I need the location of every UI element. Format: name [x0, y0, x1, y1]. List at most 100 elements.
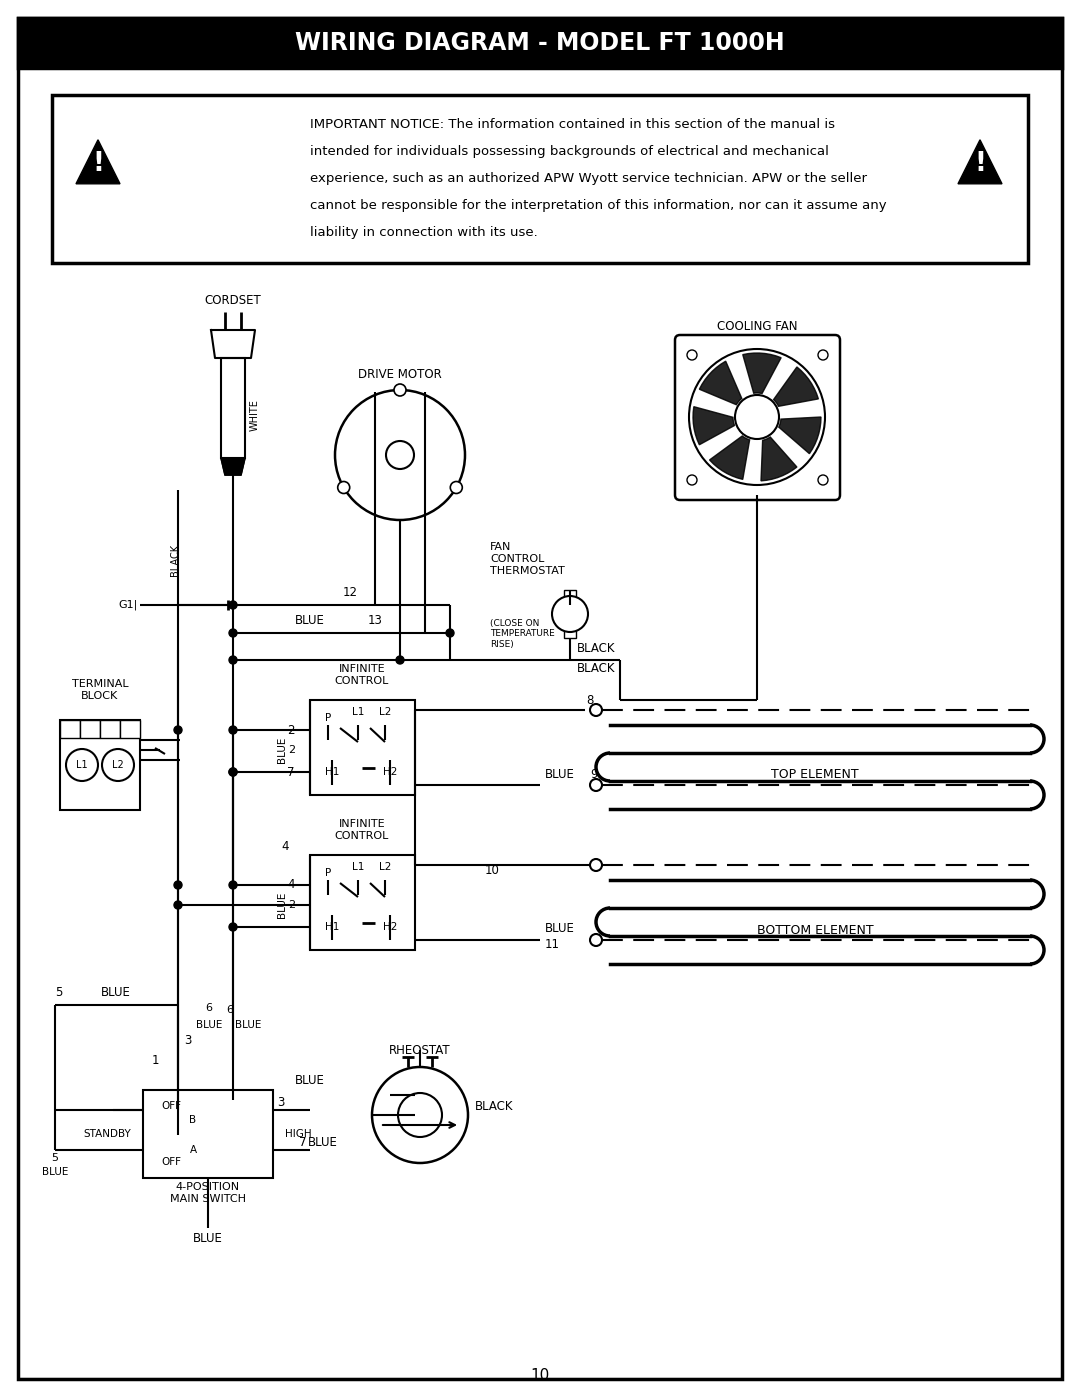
Text: liability in connection with its use.: liability in connection with its use.: [310, 226, 538, 239]
Text: G1|: G1|: [118, 599, 137, 610]
Text: 7: 7: [299, 1136, 307, 1148]
Bar: [310, 855, 415, 950]
Text: L2: L2: [112, 760, 124, 770]
Circle shape: [818, 351, 828, 360]
Circle shape: [399, 1092, 442, 1137]
Polygon shape: [76, 140, 120, 184]
Text: 3: 3: [278, 1095, 285, 1108]
Circle shape: [102, 749, 134, 781]
Text: 4-POSITION
MAIN SWITCH: 4-POSITION MAIN SWITCH: [170, 1182, 246, 1204]
Bar: [60, 719, 80, 738]
Text: H1: H1: [325, 767, 339, 777]
Text: OFF: OFF: [161, 1157, 181, 1166]
Text: RHEOSTAT: RHEOSTAT: [389, 1044, 450, 1056]
Bar: [52, 95, 1028, 263]
Circle shape: [372, 1067, 468, 1162]
Text: COOLING FAN: COOLING FAN: [717, 320, 797, 332]
Text: !: !: [92, 151, 104, 177]
Circle shape: [229, 768, 237, 775]
Text: IMPORTANT NOTICE: The information contained in this section of the manual is: IMPORTANT NOTICE: The information contai…: [310, 117, 835, 131]
Text: P: P: [325, 868, 332, 877]
Text: L1: L1: [352, 862, 364, 872]
Bar: [143, 1090, 273, 1178]
Bar: [18, 18, 1062, 68]
Circle shape: [386, 441, 414, 469]
Text: BOTTOM ELEMENT: BOTTOM ELEMENT: [757, 923, 874, 936]
Polygon shape: [693, 407, 734, 444]
Circle shape: [687, 475, 697, 485]
Text: !: !: [974, 151, 986, 177]
Polygon shape: [700, 362, 742, 405]
Text: CORDSET: CORDSET: [204, 293, 261, 306]
Text: 12: 12: [342, 585, 357, 598]
Text: experience, such as an authorized APW Wyott service technician. APW or the selle: experience, such as an authorized APW Wy…: [310, 172, 867, 184]
Circle shape: [552, 597, 588, 631]
Text: BLUE: BLUE: [545, 922, 575, 935]
Circle shape: [396, 657, 404, 664]
Circle shape: [174, 726, 183, 733]
Polygon shape: [761, 437, 797, 481]
Text: 3: 3: [185, 1034, 191, 1046]
Text: TERMINAL
BLOCK: TERMINAL BLOCK: [71, 679, 129, 701]
Circle shape: [335, 390, 465, 520]
Text: H1: H1: [325, 922, 339, 932]
Circle shape: [229, 657, 237, 664]
Text: 7: 7: [287, 766, 295, 778]
Circle shape: [590, 704, 602, 717]
Polygon shape: [958, 140, 1002, 184]
Circle shape: [66, 749, 98, 781]
Text: 10: 10: [530, 1368, 550, 1383]
Text: 6: 6: [205, 1003, 213, 1013]
Text: (CLOSE ON
TEMPERATURE
RISE): (CLOSE ON TEMPERATURE RISE): [490, 619, 555, 648]
Text: 10: 10: [485, 863, 500, 876]
Circle shape: [174, 901, 183, 909]
FancyBboxPatch shape: [675, 335, 840, 500]
Text: H2: H2: [382, 767, 397, 777]
Circle shape: [689, 349, 825, 485]
Text: OFF: OFF: [161, 1101, 181, 1111]
Text: L2: L2: [379, 862, 391, 872]
Text: 5: 5: [52, 1153, 58, 1162]
Polygon shape: [221, 458, 245, 475]
Text: 1: 1: [151, 1053, 159, 1066]
Circle shape: [229, 726, 237, 733]
Circle shape: [590, 780, 602, 791]
Text: STANDBY: STANDBY: [83, 1129, 131, 1139]
Text: BLUE: BLUE: [234, 1020, 261, 1030]
Bar: [310, 700, 415, 795]
Circle shape: [229, 629, 237, 637]
Text: L2: L2: [379, 707, 391, 717]
Text: HIGH: HIGH: [285, 1129, 312, 1139]
Bar: [564, 626, 576, 638]
Text: BLACK: BLACK: [577, 662, 615, 675]
Text: BLUE: BLUE: [193, 1232, 222, 1245]
Circle shape: [446, 629, 454, 637]
Text: INFINITE
CONTROL: INFINITE CONTROL: [335, 664, 389, 686]
Text: FAN
CONTROL
THERMOSTAT: FAN CONTROL THERMOSTAT: [490, 542, 565, 576]
Polygon shape: [773, 367, 819, 407]
Text: intended for individuals possessing backgrounds of electrical and mechanical: intended for individuals possessing back…: [310, 145, 828, 158]
Text: BLUE: BLUE: [308, 1136, 338, 1148]
Bar: [564, 590, 576, 602]
Polygon shape: [211, 330, 255, 358]
Bar: [221, 358, 245, 458]
Text: DRIVE MOTOR: DRIVE MOTOR: [359, 369, 442, 381]
Bar: [100, 719, 120, 738]
Circle shape: [229, 882, 237, 888]
Text: 2: 2: [288, 900, 295, 909]
Text: 2: 2: [288, 745, 295, 754]
Bar: [120, 719, 140, 738]
Text: BLUE: BLUE: [42, 1166, 68, 1178]
Text: P: P: [325, 712, 332, 724]
Text: BLUE: BLUE: [295, 1073, 325, 1087]
Text: BLUE: BLUE: [276, 891, 287, 918]
Text: A: A: [189, 1146, 197, 1155]
Text: B: B: [189, 1115, 197, 1125]
Circle shape: [590, 935, 602, 946]
Circle shape: [174, 882, 183, 888]
Text: BLACK: BLACK: [577, 641, 615, 655]
Circle shape: [229, 768, 237, 775]
Text: BLUE: BLUE: [276, 736, 287, 763]
Text: BLUE: BLUE: [295, 613, 325, 626]
Text: 13: 13: [368, 613, 383, 626]
